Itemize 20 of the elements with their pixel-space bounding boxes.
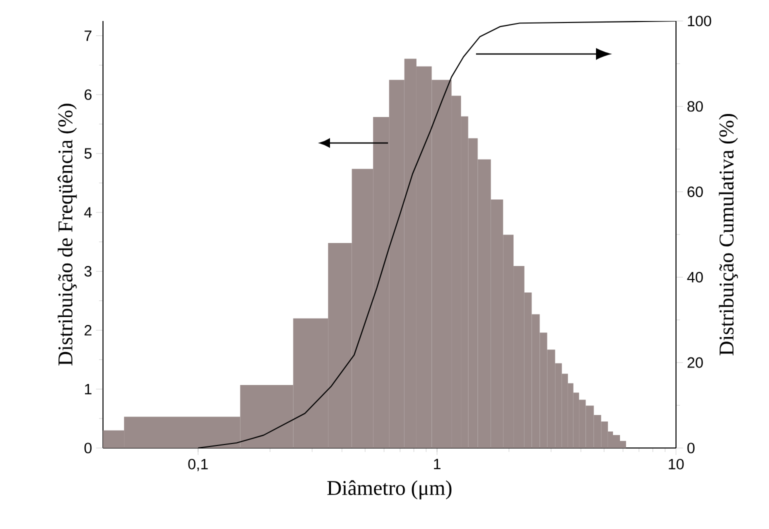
y-tick-label: 5 xyxy=(84,148,92,159)
y2-axis-title: Distribuição Cumulativa (%) xyxy=(718,114,738,356)
y2-tick-label: 40 xyxy=(687,272,703,282)
y-tick-label: 3 xyxy=(84,266,92,277)
y-tick-label: 6 xyxy=(84,89,92,100)
y-tick-label: 0 xyxy=(84,442,92,454)
x-axis-title: Diâmetro (μm) xyxy=(327,480,452,500)
y-axis-title: Distribuição de Freqüência (%) xyxy=(58,104,77,366)
y-tick-label: 4 xyxy=(84,207,92,218)
y2-tick-label: 60 xyxy=(688,186,703,198)
y-tick-label: 7 xyxy=(84,30,92,41)
y2-tick-label: 20 xyxy=(688,357,703,368)
x-tick-label: 1 xyxy=(434,458,440,470)
y-tick-label: 1 xyxy=(85,384,92,394)
y2-tick-label: 80 xyxy=(687,101,703,112)
x-tick-label: 0,1 xyxy=(188,458,208,472)
x-tick-label: 10 xyxy=(668,458,684,470)
y-tick-label: 2 xyxy=(84,324,92,336)
y2-tick-label: 0 xyxy=(687,442,695,454)
y2-tick-label: 100 xyxy=(688,16,712,26)
